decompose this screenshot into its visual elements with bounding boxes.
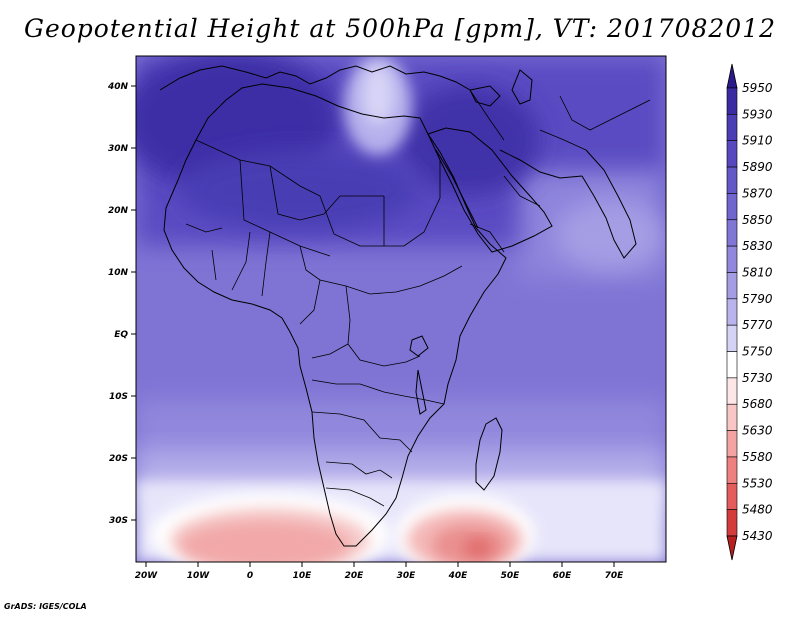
- grads-credit: GrADS: IGES/COLA: [4, 602, 87, 611]
- lat-label: EQ: [114, 330, 128, 340]
- colorbar-swatch: [726, 351, 738, 379]
- colorbar-swatch: [726, 324, 738, 352]
- colorbar: 5950 5930 5910 5890 5870 5850 5830 5810 5790 5770…: [726, 63, 773, 561]
- lon-label: 30E: [397, 571, 417, 581]
- colorbar-label: 5630: [742, 424, 773, 438]
- colorbar-swatch: [726, 140, 738, 168]
- height-field: [136, 56, 666, 562]
- colorbar-swatch: [726, 114, 738, 142]
- colorbar-label: 5530: [742, 476, 773, 490]
- colorbar-swatch: [726, 509, 738, 537]
- colorbar-swatch: [726, 272, 738, 300]
- longitude-axis: 20W 10W 0 10E 20E 30E 40E 50E 60E 70E: [135, 562, 624, 581]
- lon-label: 70E: [605, 571, 625, 581]
- lat-label: 30N: [108, 144, 129, 154]
- country-borders: [185, 89, 651, 507]
- lat-label: 10N: [108, 268, 129, 278]
- colorbar-swatch: [726, 193, 738, 221]
- lon-label: 40E: [448, 571, 469, 581]
- coastlines: [159, 65, 637, 547]
- colorbar-top-arrow: [726, 63, 738, 89]
- colorbar-label: 5750: [742, 345, 773, 359]
- lat-label: 40N: [107, 82, 129, 92]
- colorbar-swatch: [726, 403, 738, 431]
- lon-label: 0: [247, 571, 253, 581]
- lon-label: 50E: [501, 571, 521, 581]
- colorbar-bottom-arrow: [726, 535, 738, 561]
- colorbar-label: 5930: [742, 107, 773, 121]
- colorbar-swatch: [726, 298, 738, 326]
- colorbar-label: 5830: [742, 239, 773, 253]
- lat-label: 10S: [109, 392, 128, 402]
- colorbar-swatch: [726, 166, 738, 194]
- lon-label: 60E: [553, 571, 573, 581]
- plot-frame: [135, 55, 667, 563]
- colorbar-label: 5790: [742, 292, 773, 306]
- colorbar-swatch: [726, 219, 738, 247]
- colorbar-label: 5810: [742, 265, 773, 279]
- colorbar-label: 5770: [742, 318, 773, 332]
- colorbar-label: 5850: [742, 213, 773, 227]
- colorbar-swatch: [726, 482, 738, 510]
- colorbar-label: 5730: [742, 371, 773, 385]
- colorbar-swatch: [726, 377, 738, 405]
- lat-label: 30S: [109, 516, 128, 526]
- lon-label: 20E: [345, 571, 365, 581]
- colorbar-swatch: [726, 430, 738, 458]
- colorbar-label: 5430: [742, 529, 773, 543]
- page-title: Geopotential Height at 500hPa [gpm], VT:…: [23, 14, 777, 43]
- colorbar-label: 5950: [742, 81, 773, 95]
- lon-label: 20W: [135, 571, 159, 581]
- colorbar-label: 5680: [742, 397, 773, 411]
- colorbar-label: 5910: [742, 134, 773, 148]
- colorbar-label: 5480: [742, 503, 773, 517]
- colorbar-swatch: [726, 245, 738, 273]
- colorbar-swatch: [726, 456, 738, 484]
- lat-label: 20N: [108, 206, 129, 216]
- colorbar-label: 5580: [742, 450, 773, 464]
- latitude-axis: 40N 30N 20N 10N EQ 10S 20S 30S: [107, 82, 136, 526]
- colorbar-label: 5870: [742, 186, 773, 200]
- lon-label: 10E: [293, 571, 313, 581]
- lat-label: 20S: [109, 454, 128, 464]
- colorbar-swatch: [726, 87, 738, 115]
- colorbar-label: 5890: [742, 160, 773, 174]
- lon-label: 10W: [187, 571, 211, 581]
